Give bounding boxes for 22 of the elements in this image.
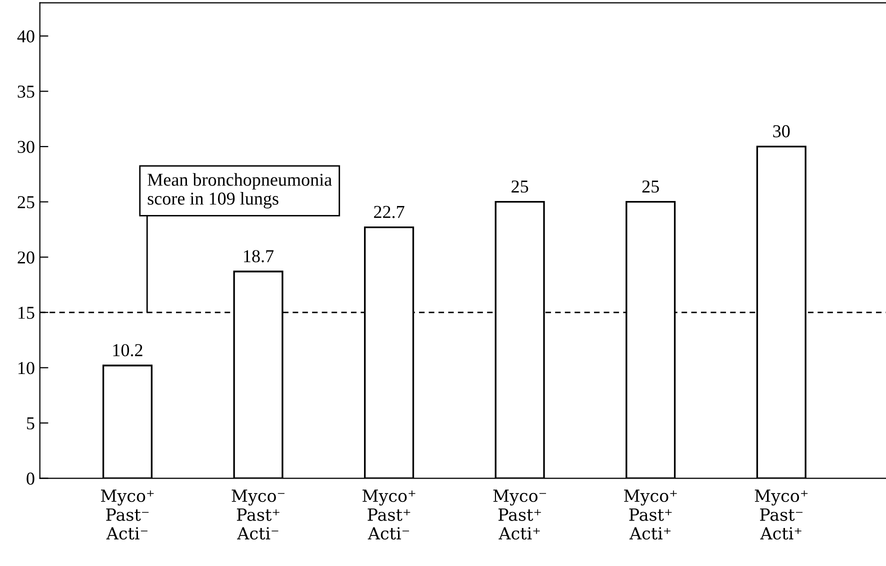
y-tick-label: 0 — [26, 472, 34, 485]
y-tick-label: 35 — [18, 86, 34, 98]
data-label: 18.7 — [244, 250, 274, 262]
x-tick-label: Myco⁺ Past⁺ Acti⁻ — [362, 490, 416, 540]
y-tick-label: 20 — [18, 251, 34, 264]
ref-line-label: Mean bronchopneumonia score in 109 lungs — [148, 173, 332, 208]
data-label: 25 — [512, 180, 528, 193]
y-tick-label: 30 — [18, 140, 34, 154]
y-tick-label: 10 — [18, 362, 34, 374]
y-tick-label: 25 — [18, 196, 34, 208]
data-label: 30 — [773, 125, 790, 138]
y-tick-label: 40 — [17, 30, 34, 42]
x-tick-label: Myco⁺ Past⁺ Acti⁺ — [624, 490, 677, 540]
x-tick-label: Myco⁻ Past⁺ Acti⁺ — [493, 490, 546, 540]
y-tick-label: 15 — [18, 306, 34, 319]
data-label: 10.2 — [113, 344, 142, 356]
y-tick-label: 5 — [27, 417, 34, 430]
x-tick-label: Myco⁺ Past⁻ Acti⁻ — [101, 490, 154, 540]
x-tick-label: Myco⁺ Past⁻ Acti⁺ — [754, 490, 808, 540]
x-tick-label: Myco⁻ Past⁺ Acti⁻ — [232, 490, 284, 540]
data-label: 25 — [642, 180, 659, 193]
data-label: 22.7 — [374, 206, 404, 218]
